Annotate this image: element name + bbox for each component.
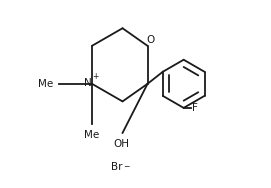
Text: O: O	[147, 35, 155, 45]
Text: OH: OH	[114, 139, 130, 149]
Text: F: F	[192, 103, 198, 113]
Text: −: −	[124, 162, 130, 171]
Text: Me: Me	[84, 130, 100, 139]
Text: Br: Br	[111, 162, 122, 172]
Text: Me: Me	[38, 79, 53, 89]
Text: +: +	[92, 72, 98, 81]
Text: N: N	[84, 78, 92, 88]
